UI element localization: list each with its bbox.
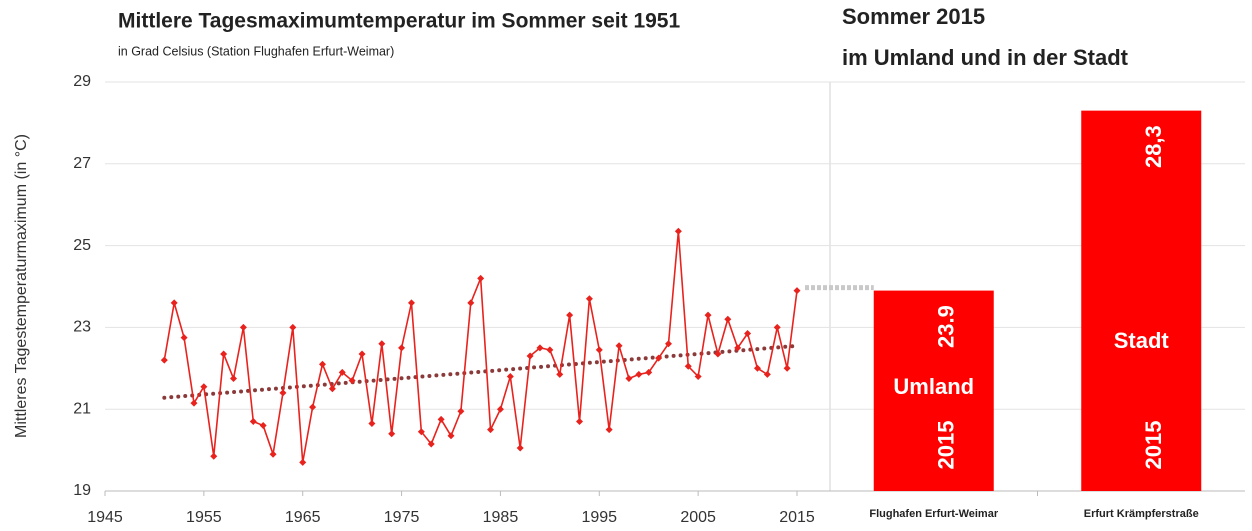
data-point — [269, 450, 277, 458]
data-point — [595, 346, 603, 354]
chart-subtitle: in Grad Celsius (Station Flughafen Erfur… — [118, 44, 394, 58]
data-point — [309, 403, 317, 411]
data-point — [398, 344, 406, 352]
data-point — [447, 432, 455, 440]
data-point — [328, 385, 336, 393]
data-point — [605, 426, 613, 434]
data-point — [694, 372, 702, 380]
bar-year-label: 2015 — [1141, 421, 1166, 470]
data-point — [477, 274, 485, 282]
data-point — [546, 346, 554, 354]
data-point — [417, 428, 425, 436]
data-point — [704, 311, 712, 319]
data-point — [506, 372, 514, 380]
data-point — [744, 330, 752, 338]
data-point — [576, 417, 584, 425]
data-point — [734, 344, 742, 352]
y-axis-label: Mittleres Tagestemperaturmaximum (in °C) — [13, 134, 30, 438]
y-tick-label: 29 — [73, 73, 91, 90]
data-point — [615, 342, 623, 350]
data-point — [388, 430, 396, 438]
data-point — [674, 227, 682, 235]
data-point — [348, 377, 356, 385]
data-point — [378, 340, 386, 348]
data-point — [467, 299, 475, 307]
bar-value-label: 23.9 — [934, 305, 959, 348]
data-point — [220, 350, 228, 358]
data-point — [783, 364, 791, 372]
data-point — [724, 315, 732, 323]
data-point — [635, 370, 643, 378]
y-tick-label: 21 — [73, 400, 91, 417]
chart-title: im Umland und in der Stadt — [842, 45, 1129, 70]
data-point — [239, 323, 247, 331]
data-point — [536, 344, 544, 352]
data-point — [249, 417, 257, 425]
data-point — [259, 422, 267, 430]
x-tick-label: 2015 — [779, 509, 815, 526]
data-point — [566, 311, 574, 319]
x-tick-label: Flughafen Erfurt-Weimar — [869, 508, 998, 520]
data-point — [753, 364, 761, 372]
trend-line — [162, 343, 799, 400]
data-point — [200, 383, 208, 391]
data-point — [318, 360, 326, 368]
data-point — [496, 405, 504, 413]
data-point — [457, 407, 465, 415]
data-point — [625, 375, 633, 383]
data-point — [358, 350, 366, 358]
x-tick-label: 1945 — [87, 509, 123, 526]
y-tick-label: 25 — [73, 237, 91, 254]
data-point — [793, 287, 801, 295]
bar — [1081, 110, 1202, 491]
data-point — [437, 415, 445, 423]
data-point — [585, 295, 593, 303]
data-point — [180, 334, 188, 342]
x-tick-label: Erfurt Krämpferstraße — [1084, 508, 1199, 520]
bar-value-label: 28,3 — [1141, 125, 1166, 168]
x-tick-label: 1995 — [581, 509, 617, 526]
x-tick-label: 1975 — [384, 509, 420, 526]
data-point — [556, 370, 564, 378]
data-point — [487, 426, 495, 434]
data-point — [368, 420, 376, 428]
data-point — [289, 323, 297, 331]
data-point — [338, 368, 346, 376]
data-line — [163, 231, 798, 463]
data-point — [170, 299, 178, 307]
data-point — [299, 458, 307, 466]
data-point — [526, 352, 534, 360]
chart-title: Mittlere Tagesmaximumtemperatur im Somme… — [118, 10, 680, 33]
data-point — [655, 354, 663, 362]
data-point — [407, 299, 415, 307]
data-point — [714, 350, 722, 358]
data-point — [427, 440, 435, 448]
data-point — [190, 399, 198, 407]
x-tick-label: 1985 — [483, 509, 519, 526]
chart-title: Sommer 2015 — [842, 4, 985, 29]
x-tick-label: 2005 — [680, 509, 716, 526]
x-tick-label: 1955 — [186, 509, 222, 526]
y-tick-label: 23 — [73, 319, 91, 336]
x-tick-label: 1965 — [285, 509, 321, 526]
bar-text: Stadt — [1114, 328, 1170, 353]
bar — [873, 290, 994, 491]
data-point — [279, 389, 287, 397]
data-point — [160, 356, 168, 364]
y-tick-label: 19 — [73, 482, 91, 499]
data-point — [645, 368, 653, 376]
data-point — [210, 452, 218, 460]
data-point — [773, 323, 781, 331]
data-point — [664, 340, 672, 348]
data-point — [763, 370, 771, 378]
data-point — [684, 362, 692, 370]
bar-year-label: 2015 — [934, 421, 959, 470]
data-point — [230, 375, 238, 383]
y-tick-label: 27 — [73, 155, 91, 172]
data-point — [516, 444, 524, 452]
bar-text: Umland — [893, 374, 974, 399]
